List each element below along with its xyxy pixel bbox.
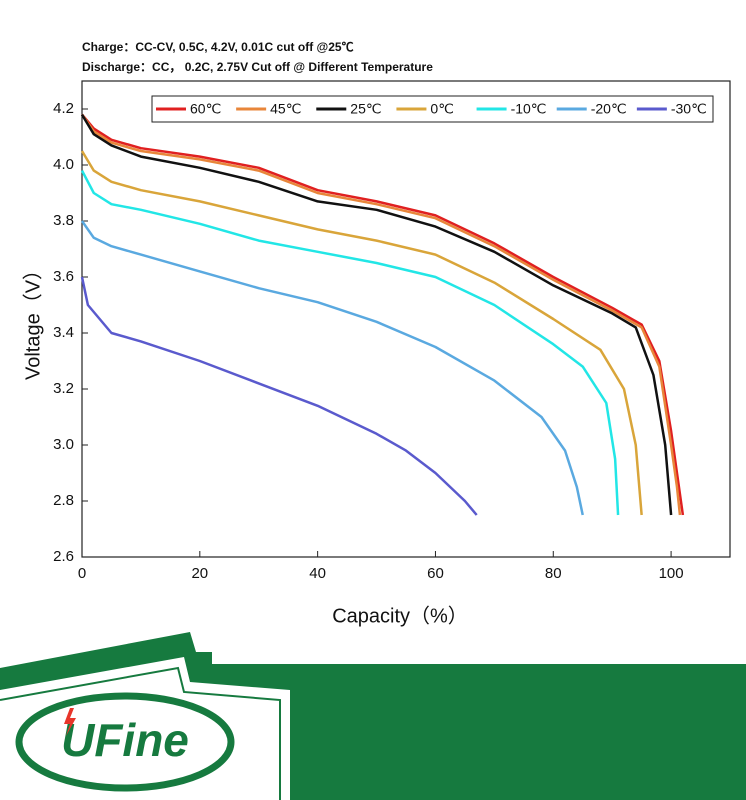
x-axis-title: Capacity（%） bbox=[332, 604, 468, 627]
x-tick-label: 0 bbox=[78, 565, 86, 582]
logo-text: UFine bbox=[61, 714, 189, 766]
y-tick-label: 4.2 bbox=[53, 100, 74, 117]
series-line bbox=[80, 220, 584, 516]
legend-label: -30℃ bbox=[671, 101, 707, 117]
subtitle: Discharge：CC， 0.2C, 2.75V Cut off @ Diff… bbox=[82, 60, 433, 74]
y-tick-label: 2.8 bbox=[53, 492, 74, 509]
y-tick-label: 3.2 bbox=[53, 380, 74, 397]
y-tick-label: 3.0 bbox=[53, 436, 74, 453]
series-line bbox=[80, 113, 682, 516]
x-tick-label: 100 bbox=[659, 565, 684, 582]
y-tick-label: 3.8 bbox=[53, 212, 74, 229]
y-tick-label: 4.0 bbox=[53, 156, 74, 173]
banner: UFine bbox=[0, 632, 746, 800]
y-tick-label: 3.4 bbox=[53, 324, 74, 341]
y-tick-label: 2.6 bbox=[53, 548, 74, 565]
series-line bbox=[80, 113, 673, 516]
y-axis-title: Voltage（V） bbox=[21, 260, 44, 380]
x-tick-label: 40 bbox=[309, 565, 326, 582]
x-tick-label: 20 bbox=[191, 565, 208, 582]
plot-area: 2.6 2.8 3.0 3.2 3.4 3.6 3.8 4.0 4.2 0 20 40 60 80 100 6… bbox=[53, 80, 731, 582]
series-line bbox=[80, 170, 620, 516]
legend-label: 25℃ bbox=[350, 101, 381, 117]
logo-border bbox=[0, 666, 281, 800]
series-line bbox=[81, 113, 685, 516]
legend-label: -20℃ bbox=[591, 101, 627, 117]
y-tick-label: 3.6 bbox=[53, 268, 74, 285]
series-line bbox=[80, 150, 643, 516]
plot-frame bbox=[81, 80, 731, 558]
legend-label: 60℃ bbox=[190, 101, 221, 117]
legend-label: -10℃ bbox=[511, 101, 547, 117]
legend-label: 0℃ bbox=[430, 101, 454, 117]
logo-bolt bbox=[64, 708, 76, 736]
logo-ring bbox=[15, 692, 235, 792]
series-line bbox=[80, 276, 478, 516]
legend-label: 45℃ bbox=[270, 101, 301, 117]
x-tick-label: 60 bbox=[427, 565, 444, 582]
subtitle: Charge：CC-CV, 0.5C, 4.2V, 0.01C cut off … bbox=[82, 40, 354, 54]
x-tick-label: 80 bbox=[545, 565, 562, 582]
